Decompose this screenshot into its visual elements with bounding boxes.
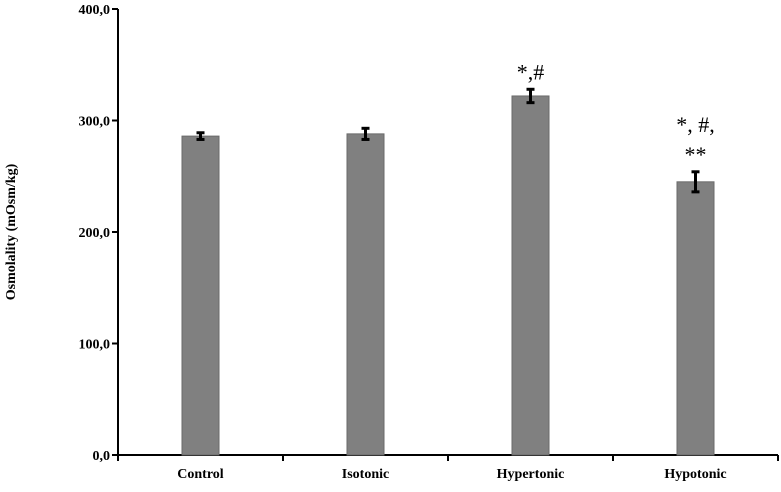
bar-hypertonic [511, 95, 550, 456]
bar-control [181, 135, 220, 456]
bar-hypotonic [676, 181, 715, 456]
significance-annotation: ** [685, 142, 707, 167]
y-tick-label: 100,0 [79, 338, 111, 353]
x-tick-label: Control [177, 467, 224, 482]
x-tick-label: Hypertonic [497, 467, 565, 482]
bar-isotonic [346, 133, 385, 456]
y-tick-label: 0,0 [93, 449, 111, 464]
y-tick-label: 200,0 [79, 226, 111, 241]
y-tick-label: 400,0 [79, 3, 111, 18]
significance-annotation: *, #, [676, 112, 715, 137]
y-tick-label: 300,0 [79, 115, 111, 130]
x-tick-label: Hypotonic [664, 467, 726, 482]
significance-annotation: *,# [517, 59, 545, 84]
y-axis-label: Osmolality (mOsm/kg) [4, 163, 19, 300]
x-tick-label: Isotonic [342, 467, 389, 482]
